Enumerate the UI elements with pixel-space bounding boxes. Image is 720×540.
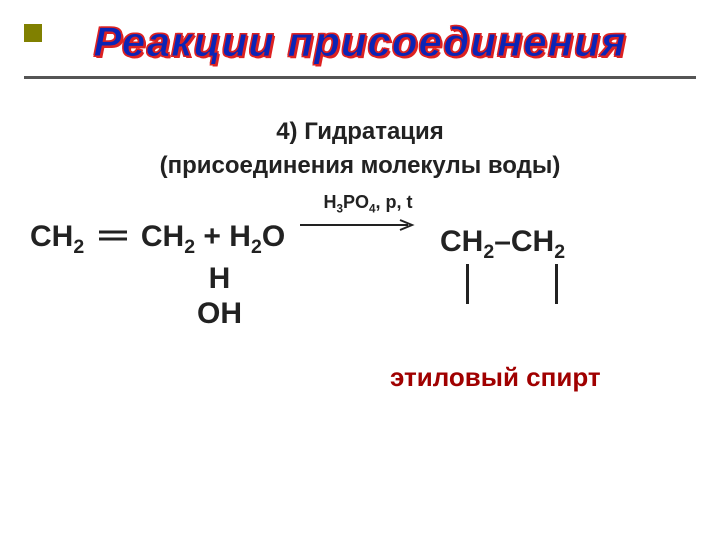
lhs-h2o-sub: 2 <box>251 236 262 258</box>
lhs-h2o-o: O <box>262 220 285 253</box>
lhs-ch2-b: СН <box>141 220 184 253</box>
reaction-fragments: Н ОН <box>197 262 242 331</box>
rhs-ch2-a-sub: 2 <box>483 241 494 263</box>
slide: Реакции присоединения 4) Гидратация (при… <box>0 0 720 540</box>
catalyst-tail: , p, t <box>376 192 413 212</box>
rhs-dash: – <box>494 225 511 258</box>
reaction-lhs: СН2 СН2 + H2O <box>30 220 285 254</box>
reaction-conditions: H3PO4, p, t <box>293 192 443 213</box>
product-bond-1 <box>466 264 469 304</box>
product-label: этиловый спирт <box>390 362 601 393</box>
product-bond-2 <box>555 264 558 304</box>
lhs-ch2-a: СН <box>30 220 73 253</box>
double-bond-icon <box>99 229 127 241</box>
lhs-ch2-b-sub: 2 <box>184 236 195 258</box>
fragment-h: Н <box>197 262 242 297</box>
subtitle-line-2: (присоединения молекулы воды) <box>0 152 720 180</box>
page-title: Реакции присоединения <box>0 18 720 66</box>
reaction-arrow-icon <box>300 218 420 232</box>
rhs-ch2-a: СН <box>440 225 483 258</box>
catalyst-mid: PO <box>343 192 369 212</box>
rhs-ch2-b: СН <box>511 225 554 258</box>
reaction-product: СН2–СН2 <box>440 225 565 259</box>
rhs-ch2-b-sub: 2 <box>554 241 565 263</box>
catalyst-base: H <box>323 192 336 212</box>
lhs-ch2-a-sub: 2 <box>73 236 84 258</box>
subtitle-line-1: 4) Гидратация <box>0 118 720 146</box>
fragment-oh: ОН <box>197 297 242 332</box>
lhs-h2o-h: H <box>229 220 251 253</box>
title-underline <box>24 76 696 79</box>
lhs-plus: + <box>195 220 229 253</box>
